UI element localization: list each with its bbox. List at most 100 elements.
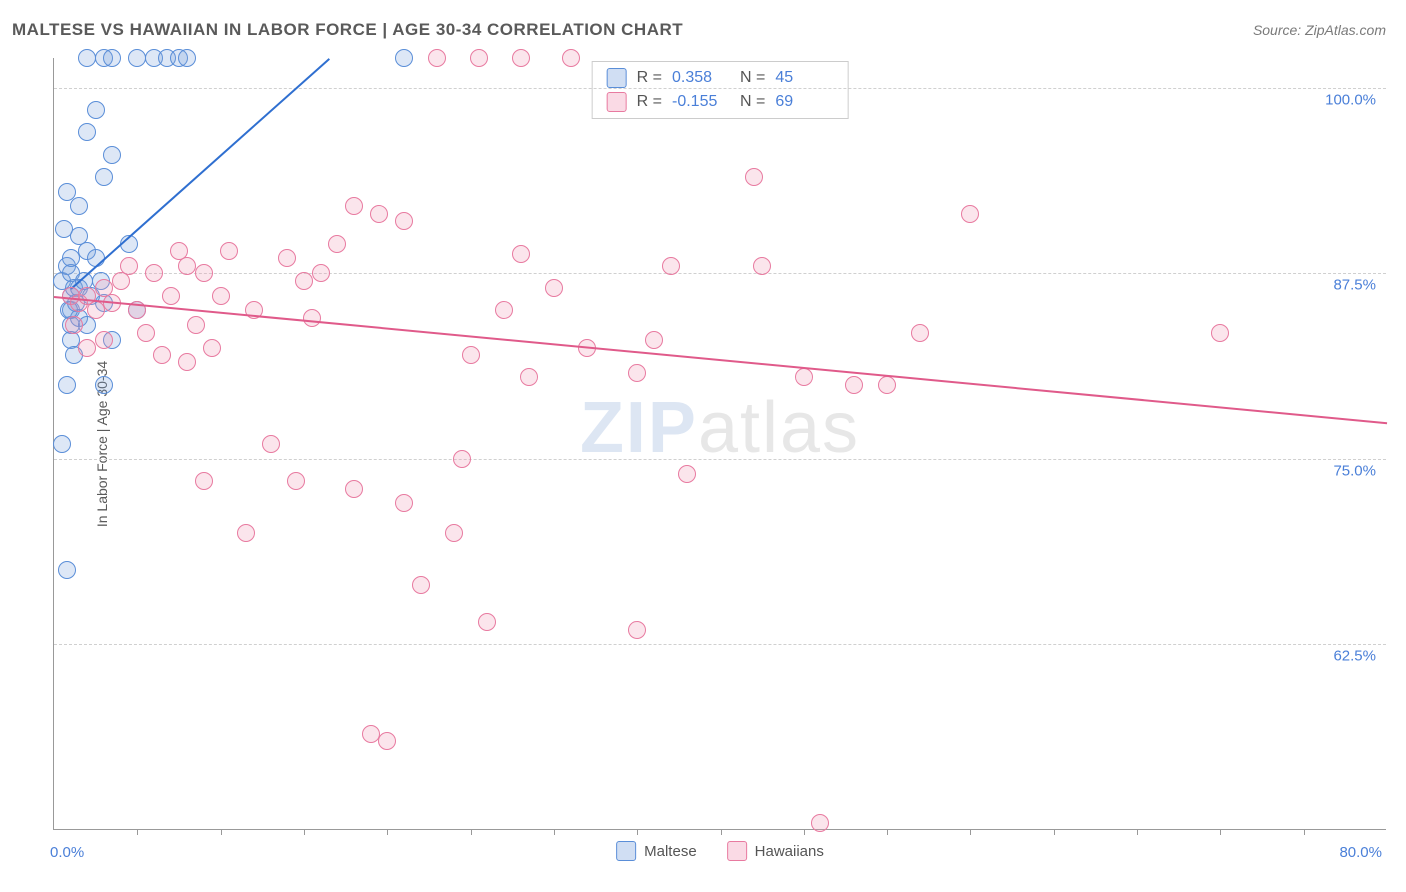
data-point <box>95 168 113 186</box>
x-tick <box>387 829 388 835</box>
data-point <box>395 212 413 230</box>
data-point <box>495 301 513 319</box>
watermark-part2: atlas <box>698 388 860 468</box>
x-tick <box>304 829 305 835</box>
data-point <box>395 49 413 67</box>
trend-line <box>54 296 1387 424</box>
data-point <box>520 368 538 386</box>
n-value-maltese: 45 <box>775 69 833 87</box>
legend-item-maltese: Maltese <box>616 841 697 861</box>
watermark: ZIPatlas <box>580 387 860 469</box>
data-point <box>78 49 96 67</box>
data-point <box>120 257 138 275</box>
data-point <box>87 101 105 119</box>
scatter-plot-area: In Labor Force | Age 30-34 ZIPatlas R = … <box>53 58 1386 830</box>
data-point <box>262 435 280 453</box>
data-point <box>795 368 813 386</box>
data-point <box>512 49 530 67</box>
legend-item-hawaiians: Hawaiians <box>727 841 824 861</box>
data-point <box>187 316 205 334</box>
data-point <box>195 472 213 490</box>
data-point <box>428 49 446 67</box>
data-point <box>212 287 230 305</box>
x-tick <box>721 829 722 835</box>
data-point <box>58 561 76 579</box>
y-tick-label: 62.5% <box>1333 648 1376 665</box>
data-point <box>287 472 305 490</box>
x-tick <box>1137 829 1138 835</box>
data-point <box>220 242 238 260</box>
data-point <box>445 524 463 542</box>
data-point <box>128 49 146 67</box>
data-point <box>662 257 680 275</box>
data-point <box>478 613 496 631</box>
legend-label-hawaiians: Hawaiians <box>755 843 824 860</box>
data-point <box>845 376 863 394</box>
data-point <box>512 245 530 263</box>
r-value-hawaiians: -0.155 <box>672 93 730 111</box>
data-point <box>195 264 213 282</box>
data-point <box>628 621 646 639</box>
data-point <box>103 49 121 67</box>
chart-title: MALTESE VS HAWAIIAN IN LABOR FORCE | AGE… <box>12 20 683 40</box>
data-point <box>53 435 71 453</box>
data-point <box>203 339 221 357</box>
legend-label-maltese: Maltese <box>644 843 697 860</box>
data-point <box>178 353 196 371</box>
gridline-h <box>54 273 1386 274</box>
data-point <box>362 725 380 743</box>
data-point <box>162 287 180 305</box>
gridline-h <box>54 459 1386 460</box>
x-axis-min-label: 0.0% <box>50 844 84 861</box>
data-point <box>678 465 696 483</box>
gridline-h <box>54 644 1386 645</box>
data-point <box>303 309 321 327</box>
r-value-maltese: 0.358 <box>672 69 730 87</box>
data-point <box>95 376 113 394</box>
y-tick-label: 75.0% <box>1333 462 1376 479</box>
data-point <box>78 123 96 141</box>
n-label: N = <box>740 93 765 111</box>
source-attribution: Source: ZipAtlas.com <box>1253 22 1386 38</box>
r-label: R = <box>637 93 662 111</box>
swatch-maltese-icon <box>616 841 636 861</box>
y-tick-label: 87.5% <box>1333 277 1376 294</box>
x-tick <box>887 829 888 835</box>
watermark-part1: ZIP <box>580 388 698 468</box>
x-tick <box>471 829 472 835</box>
data-point <box>628 364 646 382</box>
y-tick-label: 100.0% <box>1325 91 1376 108</box>
data-point <box>62 249 80 267</box>
x-tick <box>221 829 222 835</box>
x-tick <box>1304 829 1305 835</box>
n-value-hawaiians: 69 <box>775 93 833 111</box>
data-point <box>95 331 113 349</box>
data-point <box>137 324 155 342</box>
data-point <box>178 49 196 67</box>
x-tick <box>804 829 805 835</box>
data-point <box>961 205 979 223</box>
data-point <box>345 197 363 215</box>
data-point <box>1211 324 1229 342</box>
x-tick <box>637 829 638 835</box>
x-tick <box>1054 829 1055 835</box>
gridline-h <box>54 88 1386 89</box>
swatch-hawaiians-icon <box>607 92 627 112</box>
data-point <box>753 257 771 275</box>
data-point <box>70 197 88 215</box>
data-point <box>78 339 96 357</box>
data-point <box>295 272 313 290</box>
data-point <box>328 235 346 253</box>
data-point <box>55 220 73 238</box>
x-tick <box>137 829 138 835</box>
data-point <box>237 524 255 542</box>
data-point <box>370 205 388 223</box>
legend-row-maltese: R = 0.358 N = 45 <box>607 66 834 90</box>
x-axis-max-label: 80.0% <box>1339 844 1382 861</box>
r-label: R = <box>637 69 662 87</box>
data-point <box>545 279 563 297</box>
chart-header: MALTESE VS HAWAIIAN IN LABOR FORCE | AGE… <box>0 0 1406 48</box>
data-point <box>453 450 471 468</box>
data-point <box>58 376 76 394</box>
correlation-legend: R = 0.358 N = 45 R = -0.155 N = 69 <box>592 61 849 119</box>
